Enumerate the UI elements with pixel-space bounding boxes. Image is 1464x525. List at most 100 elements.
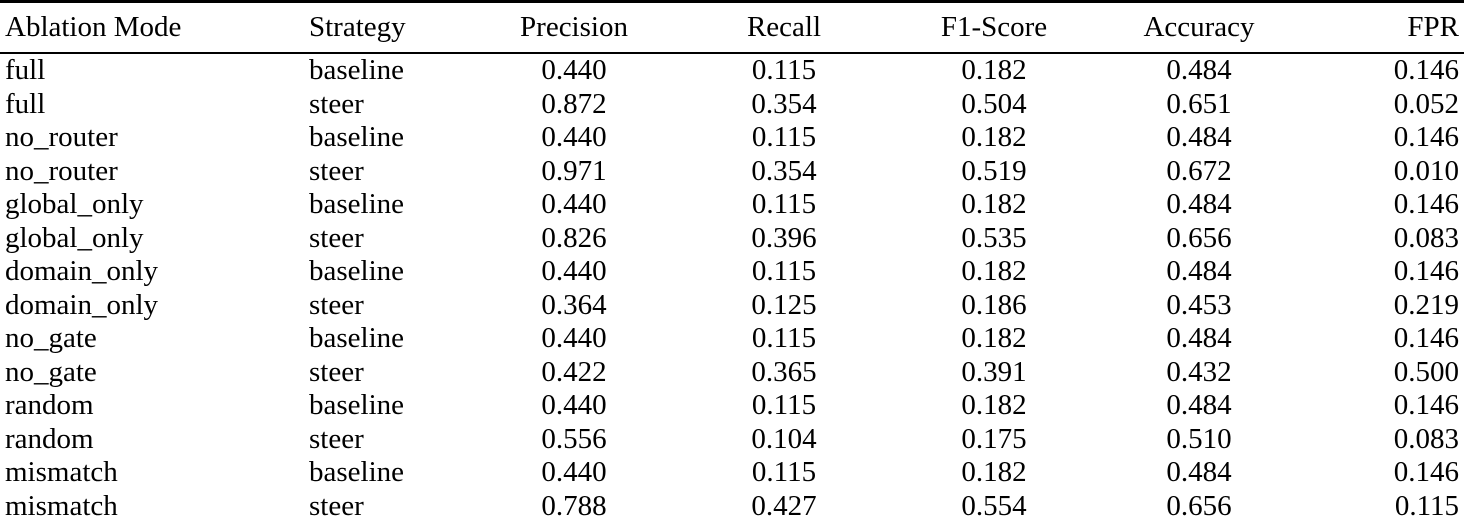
cell: 0.146 bbox=[1393, 255, 1459, 288]
table-row: domain_only baseline 0.440 0.115 0.182 0.484 0… bbox=[0, 255, 1464, 289]
column-header: Ablation Mode bbox=[0, 1, 304, 54]
cell: 0.365 bbox=[751, 355, 817, 388]
cell: no_router bbox=[5, 121, 118, 154]
cell: 0.484 bbox=[1166, 456, 1232, 489]
table-row: random baseline 0.440 0.115 0.182 0.484 0.146 bbox=[0, 389, 1464, 423]
cell: 0.115 bbox=[751, 121, 817, 154]
cell: 0.182 bbox=[961, 121, 1027, 154]
cell: global_only bbox=[5, 188, 144, 221]
cell: 0.432 bbox=[1166, 355, 1232, 388]
cell: baseline bbox=[309, 255, 405, 288]
cell: 0.484 bbox=[1166, 322, 1232, 355]
cell: 0.504 bbox=[961, 87, 1027, 120]
cell: 0.083 bbox=[1393, 422, 1459, 455]
cell: full bbox=[5, 54, 46, 87]
cell: 0.440 bbox=[541, 389, 607, 422]
cell: 0.125 bbox=[751, 288, 817, 321]
cell: 0.440 bbox=[541, 322, 607, 355]
cell: 0.219 bbox=[1393, 288, 1459, 321]
table-row: mismatch steer 0.788 0.427 0.554 0.656 0.115 bbox=[0, 490, 1464, 524]
cell: 0.115 bbox=[751, 389, 817, 422]
table-row: global_only baseline 0.440 0.115 0.182 0.484 0… bbox=[0, 188, 1464, 222]
cell: 0.146 bbox=[1393, 54, 1459, 87]
cell: 0.554 bbox=[961, 489, 1027, 522]
cell: 0.010 bbox=[1393, 154, 1459, 187]
cell: 0.440 bbox=[541, 188, 607, 221]
column-header: Strategy bbox=[304, 1, 474, 54]
cell: 0.182 bbox=[961, 322, 1027, 355]
cell: 0.396 bbox=[751, 221, 817, 254]
cell: 0.182 bbox=[961, 389, 1027, 422]
cell: random bbox=[5, 389, 94, 422]
cell: 0.440 bbox=[541, 54, 607, 87]
cell: baseline bbox=[309, 54, 405, 87]
column-header: Accuracy bbox=[1094, 1, 1304, 54]
cell: 0.500 bbox=[1393, 355, 1459, 388]
table-row: no_gate steer 0.422 0.365 0.391 0.432 0.500 bbox=[0, 356, 1464, 390]
cell: 0.656 bbox=[1166, 221, 1232, 254]
column-header: FPR bbox=[1304, 1, 1464, 54]
table-body: full baseline 0.440 0.115 0.182 0.484 0.146 ful… bbox=[0, 53, 1464, 523]
cell: baseline bbox=[309, 389, 405, 422]
cell: steer bbox=[309, 154, 364, 187]
cell: 0.440 bbox=[541, 255, 607, 288]
cell: 0.440 bbox=[541, 121, 607, 154]
cell: 0.104 bbox=[751, 422, 817, 455]
cell: 0.146 bbox=[1393, 121, 1459, 154]
cell: 0.146 bbox=[1393, 188, 1459, 221]
table-row: random steer 0.556 0.104 0.175 0.510 0.083 bbox=[0, 423, 1464, 457]
cell: steer bbox=[309, 87, 364, 120]
header-row: Ablation Mode Strategy Precision Recall F1-S… bbox=[0, 1, 1464, 54]
cell: steer bbox=[309, 288, 364, 321]
cell: 0.535 bbox=[961, 221, 1027, 254]
table-row: full steer 0.872 0.354 0.504 0.651 0.052 bbox=[0, 88, 1464, 122]
cell: 0.182 bbox=[961, 188, 1027, 221]
cell: 0.146 bbox=[1393, 322, 1459, 355]
cell: 0.182 bbox=[961, 456, 1027, 489]
cell: 0.115 bbox=[751, 322, 817, 355]
cell: 0.115 bbox=[751, 54, 817, 87]
cell: mismatch bbox=[5, 489, 118, 522]
table-row: full baseline 0.440 0.115 0.182 0.484 0.146 bbox=[0, 53, 1464, 88]
column-header: Recall bbox=[674, 1, 894, 54]
cell: 0.519 bbox=[961, 154, 1027, 187]
cell: random bbox=[5, 422, 94, 455]
cell: baseline bbox=[309, 121, 405, 154]
cell: 0.453 bbox=[1166, 288, 1232, 321]
cell: 0.484 bbox=[1166, 389, 1232, 422]
cell: 0.672 bbox=[1166, 154, 1232, 187]
cell: steer bbox=[309, 489, 364, 522]
cell: 0.826 bbox=[541, 221, 607, 254]
cell: 0.484 bbox=[1166, 54, 1232, 87]
cell: 0.354 bbox=[751, 154, 817, 187]
cell: 0.651 bbox=[1166, 87, 1232, 120]
cell: no_gate bbox=[5, 355, 97, 388]
cell: 0.182 bbox=[961, 54, 1027, 87]
cell: 0.115 bbox=[751, 255, 817, 288]
cell: no_gate bbox=[5, 322, 97, 355]
cell: baseline bbox=[309, 188, 405, 221]
table-row: no_gate baseline 0.440 0.115 0.182 0.484 0.146 bbox=[0, 322, 1464, 356]
cell: 0.656 bbox=[1166, 489, 1232, 522]
cell: 0.484 bbox=[1166, 188, 1232, 221]
cell: 0.146 bbox=[1393, 389, 1459, 422]
table-row: domain_only steer 0.364 0.125 0.186 0.453 0.21… bbox=[0, 289, 1464, 323]
cell: 0.115 bbox=[1394, 489, 1459, 522]
cell: 0.083 bbox=[1393, 221, 1459, 254]
cell: 0.115 bbox=[751, 456, 817, 489]
cell: 0.052 bbox=[1393, 87, 1459, 120]
table-row: mismatch baseline 0.440 0.115 0.182 0.484 0.14… bbox=[0, 456, 1464, 490]
table-row: no_router baseline 0.440 0.115 0.182 0.484 0.1… bbox=[0, 121, 1464, 155]
cell: 0.440 bbox=[541, 456, 607, 489]
cell: baseline bbox=[309, 322, 405, 355]
cell: no_router bbox=[5, 154, 118, 187]
cell: 0.354 bbox=[751, 87, 817, 120]
table-row: no_router steer 0.971 0.354 0.519 0.672 0.010 bbox=[0, 155, 1464, 189]
cell: 0.510 bbox=[1166, 422, 1232, 455]
column-header: Precision bbox=[474, 1, 674, 54]
cell: 0.788 bbox=[541, 489, 607, 522]
cell: steer bbox=[309, 355, 364, 388]
cell: 0.364 bbox=[541, 288, 607, 321]
